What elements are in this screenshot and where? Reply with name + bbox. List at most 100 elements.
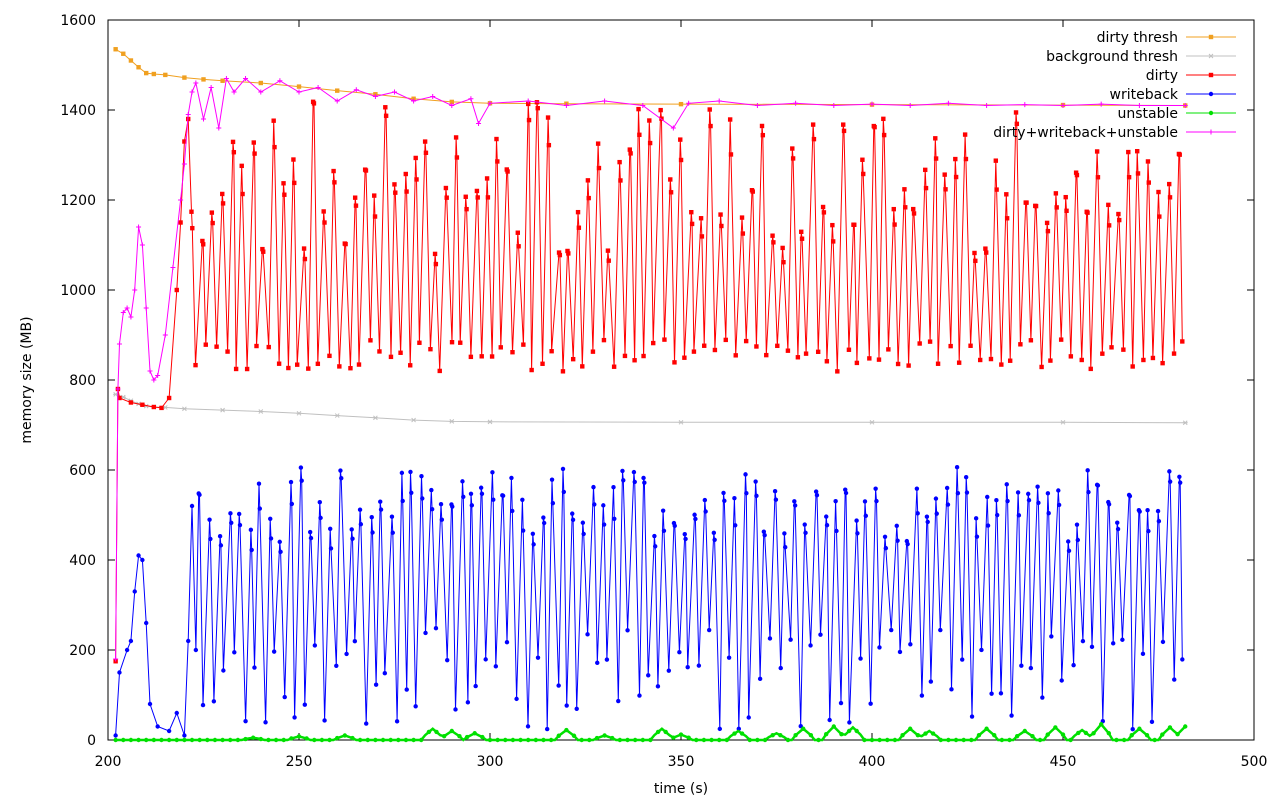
data-point <box>136 224 142 230</box>
data-point <box>541 737 546 743</box>
data-point <box>994 512 1000 518</box>
data-point <box>1126 175 1132 180</box>
data-point <box>945 100 951 106</box>
data-point <box>1060 103 1066 108</box>
data-point <box>793 100 799 106</box>
data-point <box>1146 528 1151 534</box>
data-point <box>973 516 979 521</box>
data-point <box>785 348 791 353</box>
data-point <box>1130 727 1135 732</box>
data-point <box>1045 732 1050 737</box>
data-point <box>810 122 816 127</box>
data-point <box>292 180 297 186</box>
data-point <box>1075 537 1081 543</box>
data-point <box>261 249 266 254</box>
data-point <box>378 499 383 504</box>
data-point <box>1208 72 1214 78</box>
data-point <box>151 377 157 383</box>
data-point <box>985 494 990 500</box>
data-point <box>1004 192 1009 197</box>
data-point <box>739 731 745 736</box>
data-point <box>984 250 989 255</box>
data-point <box>563 103 569 108</box>
data-point <box>1146 180 1151 185</box>
data-point <box>419 737 424 743</box>
data-point <box>185 112 191 117</box>
data-point <box>174 287 179 293</box>
data-point <box>1030 733 1035 739</box>
data-point <box>373 682 379 687</box>
data-point <box>719 223 724 229</box>
data-point <box>382 671 388 676</box>
data-point <box>658 107 663 113</box>
data-point <box>155 373 161 378</box>
data-point <box>1167 181 1172 187</box>
data-point <box>660 508 666 513</box>
data-point <box>946 737 951 743</box>
data-point <box>163 72 168 78</box>
data-point <box>556 733 561 738</box>
data-point <box>882 534 888 539</box>
data-point <box>993 158 999 163</box>
data-point <box>759 123 765 129</box>
data-point <box>498 345 503 350</box>
data-point <box>414 177 419 182</box>
data-point <box>1106 202 1111 208</box>
data-point <box>413 704 418 709</box>
data-point <box>311 101 317 106</box>
data-point <box>1134 148 1140 154</box>
data-point <box>1145 159 1151 164</box>
data-point <box>903 205 908 210</box>
data-point <box>372 214 378 219</box>
data-point <box>1149 719 1155 725</box>
data-point <box>468 354 474 360</box>
data-point <box>478 485 484 490</box>
data-point <box>516 244 521 249</box>
data-point <box>121 51 126 56</box>
data-point <box>529 367 534 373</box>
data-point <box>694 737 699 743</box>
data-point <box>911 206 916 212</box>
data-point <box>846 728 852 734</box>
data-point <box>585 632 590 637</box>
data-point <box>337 364 342 369</box>
data-point <box>318 515 323 521</box>
data-point <box>189 209 194 214</box>
data-point <box>476 121 482 126</box>
data-point <box>960 657 965 662</box>
data-point <box>128 400 134 405</box>
data-point <box>136 553 141 558</box>
data-point <box>1079 357 1084 363</box>
data-point <box>1115 526 1121 532</box>
data-point <box>702 343 707 348</box>
data-point <box>271 649 277 654</box>
data-point <box>282 694 287 700</box>
data-point <box>876 357 882 362</box>
data-point <box>868 701 873 706</box>
data-point <box>243 718 248 724</box>
data-point <box>248 527 254 533</box>
data-point <box>621 478 626 483</box>
data-point <box>457 733 462 739</box>
data-point <box>504 640 510 645</box>
data-point <box>252 665 257 670</box>
data-point <box>973 258 978 264</box>
data-point <box>747 737 752 743</box>
data-point <box>655 729 661 735</box>
data-point <box>182 75 187 80</box>
data-point <box>1026 491 1031 497</box>
data-point <box>801 726 806 731</box>
data-point <box>900 732 905 738</box>
data-point <box>289 736 294 741</box>
data-point <box>281 737 286 743</box>
data-point <box>249 547 254 553</box>
data-point <box>365 737 370 743</box>
data-point <box>576 225 582 230</box>
data-point <box>648 737 653 743</box>
data-point <box>1056 502 1062 508</box>
data-point <box>795 355 801 360</box>
data-point <box>128 737 134 743</box>
data-point <box>159 737 164 743</box>
data-point <box>124 647 130 653</box>
data-point <box>580 520 586 525</box>
